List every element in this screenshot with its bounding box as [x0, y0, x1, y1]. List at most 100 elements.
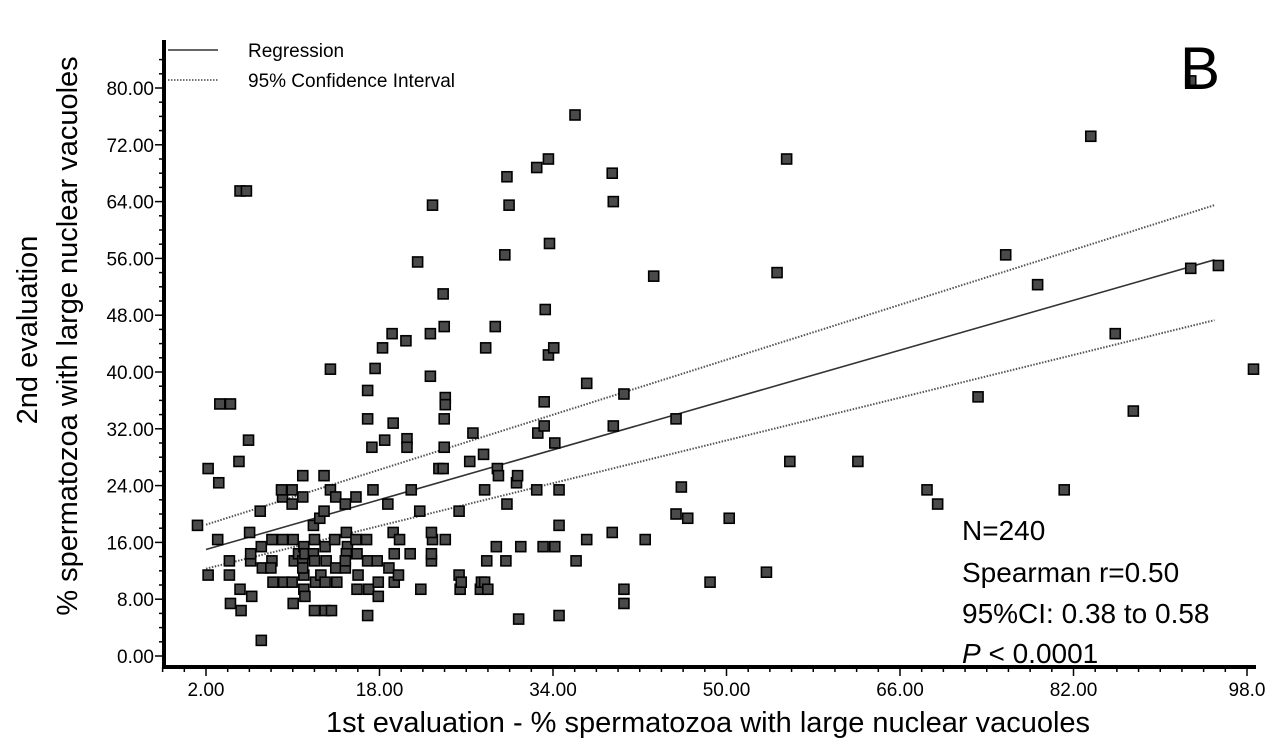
data-point	[670, 508, 682, 520]
data-point	[549, 540, 561, 553]
data-point	[319, 576, 331, 588]
data-point	[618, 597, 630, 610]
data-point	[318, 469, 330, 482]
data-point	[366, 441, 378, 454]
data-point	[852, 455, 864, 468]
data-point	[490, 540, 503, 553]
data-point	[276, 533, 289, 546]
data-point	[223, 555, 236, 567]
data-point	[243, 526, 256, 539]
data-point	[437, 462, 449, 475]
data-point	[242, 434, 255, 446]
data-point	[400, 334, 412, 347]
x-tick-label: 2.00	[188, 680, 225, 701]
data-point	[191, 519, 204, 532]
data-point	[286, 498, 298, 510]
data-point	[340, 526, 353, 539]
data-point	[405, 484, 418, 496]
y-axis-title-line1: 2nd evaluation	[12, 236, 44, 425]
data-point	[255, 540, 268, 553]
data-point	[704, 576, 716, 588]
data-point	[212, 476, 225, 489]
data-point	[307, 519, 320, 532]
data-point	[931, 498, 944, 510]
data-point	[438, 441, 451, 454]
data-point	[606, 526, 619, 539]
legend: Regression 95% Confidence Interval	[168, 41, 455, 92]
y-tick-label: 24.00	[106, 477, 154, 498]
data-point	[771, 266, 783, 279]
data-point	[287, 533, 300, 546]
data-point	[538, 396, 550, 408]
data-point	[606, 167, 619, 179]
data-point	[438, 320, 451, 333]
data-point	[362, 583, 375, 596]
stat-p-italic: P	[962, 638, 981, 669]
ci-upper-line	[205, 204, 1215, 526]
data-point	[386, 327, 398, 340]
data-point	[1184, 75, 1197, 87]
data-point	[244, 547, 257, 560]
data-point	[921, 484, 933, 496]
data-point	[723, 512, 736, 525]
data-point	[329, 562, 342, 574]
panel-label: B	[1180, 35, 1220, 102]
data-point	[426, 199, 439, 211]
data-point	[425, 547, 438, 560]
ci-lower-line	[205, 319, 1215, 570]
y-tick-label: 64.00	[106, 193, 154, 214]
data-point	[538, 420, 550, 432]
data-point	[224, 597, 237, 610]
data-point	[478, 484, 491, 496]
data-point	[1127, 405, 1140, 417]
data-point	[570, 555, 582, 567]
data-point	[618, 388, 630, 400]
data-point	[352, 569, 364, 581]
data-point	[388, 547, 401, 560]
data-point	[760, 566, 773, 579]
x-tick-label: 82.00	[1050, 680, 1098, 701]
data-point	[255, 634, 268, 647]
x-tick-label: 18.00	[356, 680, 404, 701]
data-points	[191, 75, 1260, 647]
data-point	[439, 533, 452, 546]
data-point	[372, 590, 385, 603]
data-point	[780, 153, 793, 165]
data-point	[1109, 327, 1122, 340]
data-point	[618, 583, 630, 596]
data-point	[202, 569, 214, 581]
y-tick-label: 32.00	[106, 420, 154, 441]
regression-line	[205, 259, 1215, 551]
data-point	[350, 491, 362, 503]
data-point	[438, 413, 451, 425]
data-point	[211, 533, 224, 546]
data-point	[329, 491, 342, 503]
data-point	[463, 455, 476, 468]
data-point	[361, 413, 374, 425]
data-point	[361, 384, 374, 397]
data-point	[296, 469, 309, 482]
data-point	[492, 469, 505, 482]
data-point	[531, 427, 544, 439]
data-point	[350, 533, 362, 546]
data-point	[383, 562, 395, 574]
data-point	[539, 303, 552, 316]
data-point	[424, 370, 437, 383]
data-point	[1212, 259, 1225, 272]
data-point	[500, 555, 512, 567]
data-point	[371, 555, 384, 567]
data-point	[325, 604, 338, 617]
data-point	[372, 576, 385, 588]
data-point	[1058, 484, 1070, 496]
data-point	[286, 484, 298, 496]
data-point	[482, 583, 494, 596]
data-point	[393, 533, 406, 546]
data-point	[339, 555, 352, 567]
data-point	[479, 342, 492, 354]
data-point	[254, 505, 267, 517]
data-point	[286, 576, 298, 588]
data-point	[214, 398, 226, 410]
data-point	[361, 609, 374, 622]
data-point	[647, 270, 660, 282]
data-point	[351, 583, 363, 596]
